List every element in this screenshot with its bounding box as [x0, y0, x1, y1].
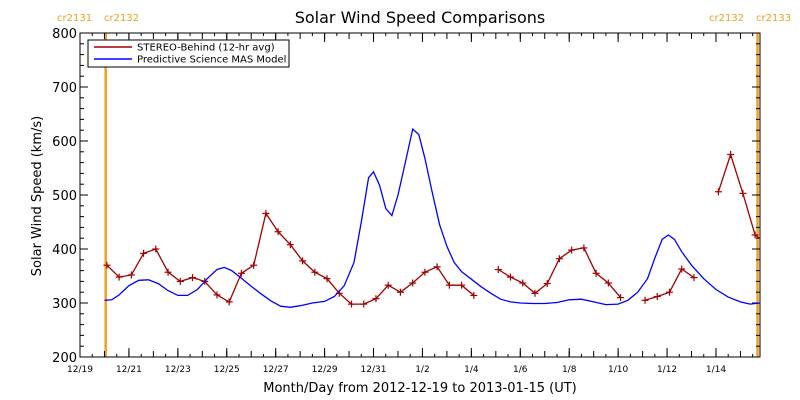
data-point: [568, 246, 576, 254]
data-point: [592, 269, 600, 277]
data-point: [127, 271, 135, 279]
data-point: [531, 289, 539, 297]
data-point: [262, 209, 270, 217]
data-point: [164, 268, 172, 276]
legend: STEREO-Behind (12-hr avg)Predictive Scie…: [87, 39, 290, 68]
carrington-label: cr2132: [709, 13, 744, 24]
x-tick-label: 12/31: [361, 365, 387, 375]
chart-title: Solar Wind Speed Comparisons: [295, 8, 546, 27]
x-tick-label: 1/10: [608, 365, 628, 375]
data-point: [299, 257, 307, 265]
carrington-label: cr2132: [104, 13, 139, 24]
data-point: [653, 293, 661, 301]
x-tick-label: 1/14: [706, 365, 726, 375]
series-line-stereo-behind-12-hr-avg: [106, 211, 475, 305]
data-point: [396, 288, 404, 296]
data-point: [311, 268, 319, 276]
data-point: [152, 245, 160, 253]
data-point: [189, 274, 197, 282]
y-tick-label: 500: [52, 189, 77, 204]
legend-entry: Predictive Science MAS Model: [137, 55, 286, 66]
data-point: [494, 266, 502, 274]
data-point: [714, 188, 722, 196]
y-tick-label: 700: [52, 81, 77, 96]
data-point: [225, 298, 233, 306]
x-tick-label: 12/19: [67, 365, 93, 375]
x-tick-label: 12/25: [214, 365, 240, 375]
data-point: [348, 300, 356, 308]
data-point: [727, 151, 735, 158]
data-point: [250, 261, 258, 269]
plot-frame: [79, 32, 761, 358]
plot-area: 200 300 400 500 600 700 800 12/19 12/21 12/23 12/2…: [52, 27, 768, 375]
data-point: [665, 288, 673, 296]
data-point: [286, 241, 294, 249]
data-point: [213, 291, 221, 299]
data-point: [237, 269, 245, 277]
x-tick-label: 1/2: [415, 365, 429, 375]
data-point: [470, 291, 478, 299]
data-point: [323, 275, 331, 283]
x-tick-label: 1/8: [562, 365, 577, 375]
y-tick-label: 300: [52, 297, 77, 312]
series-line-predictive-science-mas-model: [104, 127, 760, 308]
data-point: [617, 294, 625, 302]
data-point: [543, 280, 551, 288]
y-tick-label: 400: [52, 243, 77, 258]
legend-box: [87, 39, 290, 68]
x-tick-label: 12/29: [312, 365, 338, 375]
series-layer: [103, 127, 768, 308]
data-point: [115, 273, 123, 281]
carrington-label: cr2131: [57, 13, 92, 24]
carrington-labels: cr2131 cr2132 cr2132 cr2133: [57, 13, 791, 24]
data-point: [519, 279, 527, 287]
x-tick-label: 1/12: [657, 365, 677, 375]
data-point: [761, 239, 768, 246]
data-point: [751, 231, 759, 239]
x-tick-label: 12/27: [263, 365, 289, 375]
data-point: [739, 189, 747, 197]
data-point: [445, 281, 453, 289]
data-point: [140, 249, 148, 257]
x-tick-label: 12/23: [165, 365, 191, 375]
data-point: [409, 279, 417, 287]
data-point: [433, 263, 441, 271]
data-point: [555, 255, 563, 263]
data-point: [176, 277, 184, 285]
y-tick-label: 200: [52, 351, 77, 366]
data-point: [678, 265, 686, 273]
y-tick-label: 600: [52, 135, 77, 150]
data-point: [458, 281, 466, 289]
y-axis-label: Solar Wind Speed (km/s): [30, 116, 45, 276]
data-point: [372, 295, 380, 303]
data-point: [641, 296, 649, 304]
data-point: [690, 274, 698, 282]
data-point: [604, 279, 612, 287]
x-tick-label: 1/6: [513, 365, 528, 375]
x-axis-label: Month/Day from 2012-12-19 to 2013-01-15 …: [263, 381, 576, 396]
legend-entry: STEREO-Behind (12-hr avg): [137, 43, 275, 54]
data-point: [103, 261, 111, 269]
data-point: [274, 228, 282, 236]
data-point: [360, 300, 368, 308]
data-point: [384, 281, 392, 289]
data-point: [507, 273, 515, 281]
data-point: [421, 268, 429, 276]
data-point: [580, 244, 588, 252]
carrington-label: cr2133: [756, 13, 791, 24]
y-tick-label: 800: [52, 27, 77, 42]
x-tick-label: 12/21: [116, 365, 142, 375]
x-tick-label: 1/4: [464, 365, 479, 375]
